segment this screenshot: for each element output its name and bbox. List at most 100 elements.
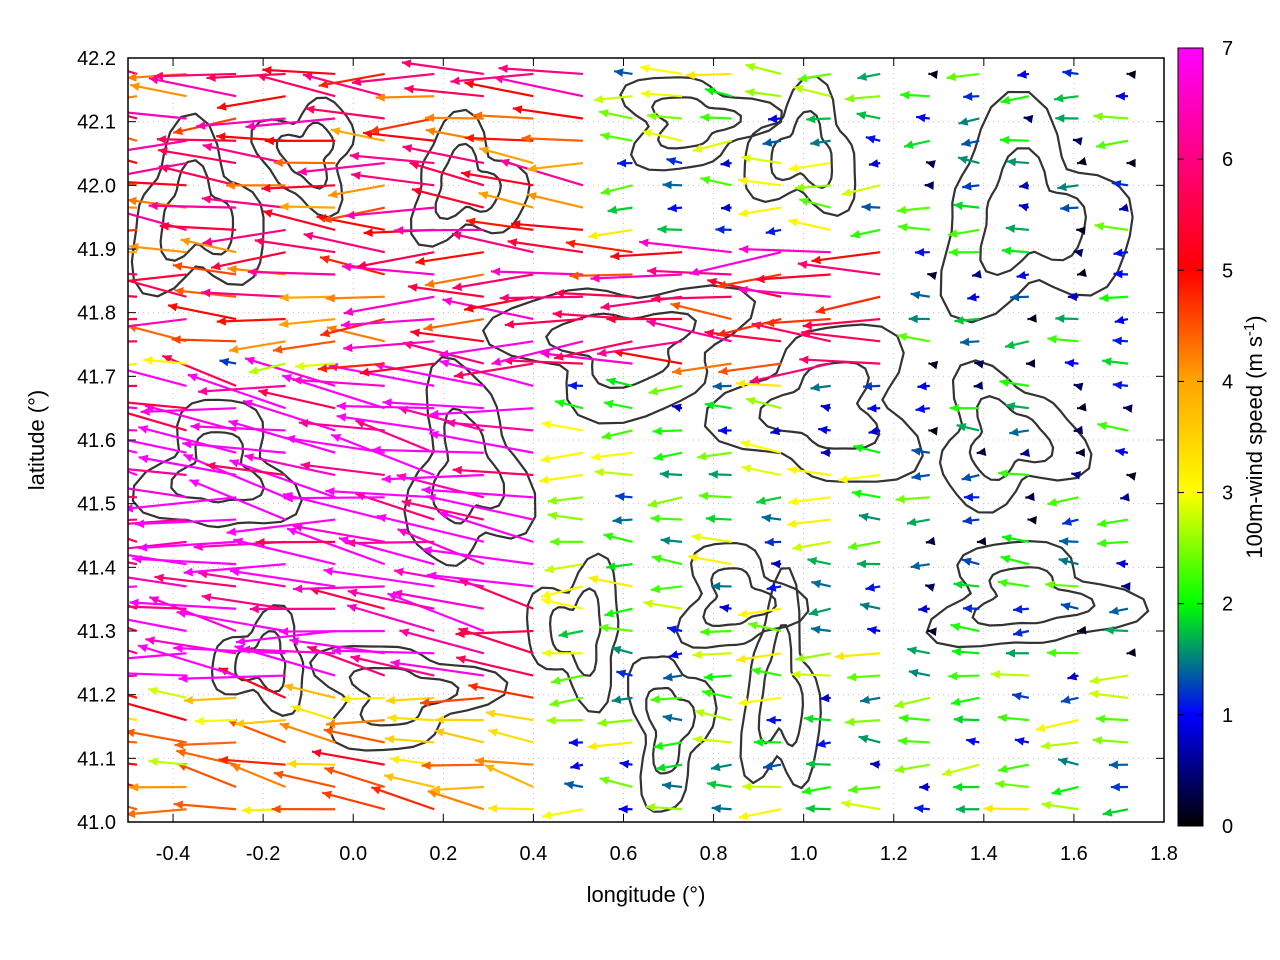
wind-vector-shaft [244, 454, 336, 477]
wind-vector-shaft [128, 468, 187, 477]
wind-vector-head [611, 645, 622, 655]
wind-vector-head [845, 94, 855, 103]
wind-vector-head [766, 583, 777, 592]
wind-vector-head [451, 231, 462, 240]
wind-vector-head [409, 161, 420, 170]
wind-vector-head [963, 92, 973, 101]
wind-vector-head [128, 728, 135, 738]
wind-vector-head [242, 399, 253, 408]
wind-vector-head [382, 398, 392, 408]
wind-vector-head [52, 519, 61, 528]
terrain-contour-line [434, 142, 503, 221]
wind-vector-head [72, 230, 81, 239]
wind-vector-shaft [464, 81, 534, 98]
wind-vector-shaft [328, 364, 435, 387]
wind-vector-head [248, 366, 259, 375]
wind-vector-head [229, 459, 240, 468]
wind-vector-shaft [330, 433, 435, 477]
terrain-contour-line [769, 109, 834, 189]
wind-vector-head [660, 536, 671, 545]
wind-vector-head [429, 409, 439, 419]
colorbar-title-sup: -1 [1241, 323, 1258, 336]
wind-vector-head [616, 669, 627, 678]
x-axis-ticks: -0.4 -0.2 0.0 0.2 0.4 0.6 0.8 1.0 1.2 1.4 1.6 1.8 [156, 58, 1178, 865]
wind-vector-head [550, 537, 560, 547]
wind-vector-head [973, 381, 984, 390]
wind-vector-shaft [404, 87, 484, 98]
wind-vector-head [241, 805, 251, 815]
wind-vector-head [600, 132, 610, 141]
wind-vector-head [206, 73, 216, 82]
wind-vector-head [149, 596, 160, 605]
wind-vector-head [258, 388, 269, 398]
wind-vector-head [454, 370, 464, 380]
wind-vector-head [1113, 248, 1123, 258]
wind-vector-head [140, 407, 150, 416]
wind-vector-shaft [749, 362, 831, 383]
wind-vector-head [336, 413, 347, 422]
wind-vector-head [998, 764, 1008, 774]
wind-vector-head [541, 597, 552, 606]
wind-vector-head [78, 791, 88, 799]
wind-vector-head [998, 469, 1008, 478]
wind-vector-head [1108, 760, 1118, 770]
wind-vector-head [464, 80, 475, 89]
wind-vector-head [128, 809, 136, 819]
wind-vector-head [662, 180, 672, 190]
wind-vector-head [76, 734, 85, 743]
wind-vector-head [540, 349, 550, 359]
wind-vector-head [109, 397, 118, 406]
wind-vector-head [135, 519, 145, 529]
wind-vector-head [1126, 648, 1136, 657]
wind-vector-head [201, 593, 212, 602]
wind-vector-head [997, 578, 1008, 588]
wind-vector-head [1116, 559, 1126, 569]
wind-vector-shaft [325, 719, 385, 726]
wind-vector-head [54, 545, 64, 554]
wind-vector-head [739, 244, 749, 254]
wind-vector-head [845, 717, 855, 727]
wind-vector-shaft [128, 652, 187, 660]
wind-vector-shaft [326, 326, 386, 343]
wind-vector-head [298, 419, 309, 428]
wind-vector-head [129, 242, 139, 252]
terrain-contour-line [250, 96, 356, 219]
wind-vector-head [1075, 448, 1085, 457]
wind-vector-head [190, 422, 200, 432]
wind-vector-head [749, 375, 760, 384]
wind-vector-shaft [422, 548, 534, 566]
wind-vector-head [422, 546, 432, 555]
wind-vector-head [287, 759, 297, 769]
wind-vector-head [1058, 557, 1069, 566]
wind-vector-head [898, 223, 908, 232]
wind-vector-head [794, 183, 805, 192]
wind-vector-shaft [376, 514, 485, 543]
wind-vector-shaft [565, 241, 633, 254]
wind-vector-head [894, 700, 905, 709]
wind-vector-head [1067, 292, 1077, 302]
wind-vector-head [247, 267, 257, 277]
wind-vector-shaft [343, 340, 435, 350]
wind-vector-shaft [218, 758, 286, 766]
colorbar-tick-label: 6 [1222, 149, 1233, 171]
wind-vector-head [818, 425, 828, 435]
wind-vector-shaft [176, 762, 237, 789]
wind-vector-head [603, 399, 614, 409]
wind-vector-head [925, 536, 936, 546]
wind-vector-shaft [247, 270, 336, 276]
wind-vector-head [331, 433, 342, 443]
wind-vector-head [738, 609, 748, 619]
wind-vector-head [1055, 314, 1065, 323]
wind-vector-head [328, 189, 338, 199]
wind-vector-shaft [305, 107, 385, 120]
wind-vector-head [869, 159, 879, 168]
wind-vector-head [801, 328, 811, 338]
wind-vector-head [226, 527, 237, 537]
wind-vector-head [1095, 140, 1106, 150]
wind-vector-head [597, 718, 607, 727]
wind-vector-shaft [226, 518, 336, 534]
wind-vector-head [1071, 471, 1082, 480]
wind-vector-head [910, 290, 921, 300]
wind-vector-head [375, 93, 385, 102]
wind-vector-head [387, 592, 398, 601]
